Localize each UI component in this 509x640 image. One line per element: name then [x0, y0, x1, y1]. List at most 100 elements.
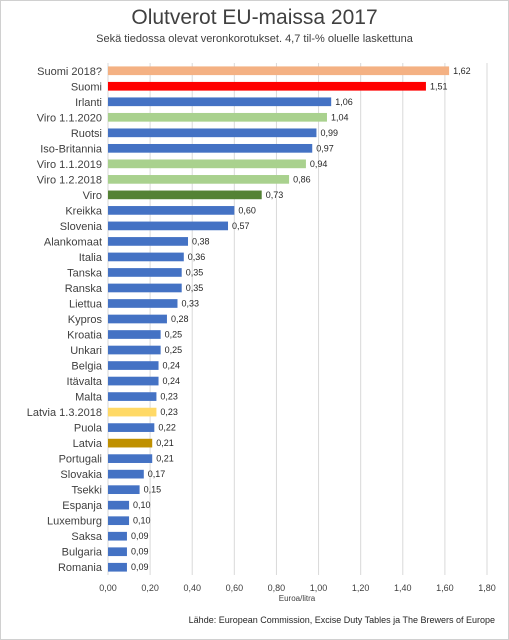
category-label: Kreikka [65, 205, 103, 217]
category-labels: Suomi 2018? Suomi Irlanti Viro 1.1.2020 Ruot… [27, 66, 103, 574]
category-label: Unkari [70, 345, 102, 357]
category-label: Italia [79, 252, 103, 264]
bar [108, 500, 130, 510]
bar [108, 97, 332, 107]
bar [108, 237, 189, 246]
data-label: 0,73 [266, 190, 284, 200]
x-tick-label: 0,80 [268, 583, 286, 593]
bar [108, 531, 127, 541]
category-label: Viro 1.1.2019 [37, 159, 102, 171]
bar [108, 128, 317, 138]
category-label: Puola [74, 423, 103, 435]
category-label: Ruotsi [71, 128, 102, 140]
data-label: 0,09 [131, 547, 149, 557]
bar [108, 438, 153, 448]
data-label: 1,04 [331, 112, 349, 122]
bar [108, 314, 167, 324]
category-label: Portugali [59, 454, 102, 466]
x-tick-label: 1,00 [310, 583, 328, 593]
data-label: 0,24 [163, 361, 181, 371]
data-label: 0,23 [160, 407, 178, 417]
bars [108, 66, 450, 572]
bar [108, 454, 153, 463]
bar [108, 299, 178, 308]
data-label: 0,09 [131, 562, 149, 572]
bar [108, 159, 306, 169]
bar [108, 112, 327, 122]
x-tick-labels: 0,00 0,20 0,40 0,60 0,80 1,00 1,20 1,40 1,60 1,80 [99, 583, 496, 593]
data-label: 0,09 [131, 531, 149, 541]
x-tick-label: 1,20 [352, 583, 370, 593]
x-tick-label: 0,00 [99, 583, 117, 593]
category-label: Bulgaria [62, 547, 103, 559]
data-label: 0,22 [158, 423, 176, 433]
category-label: Liettua [69, 298, 103, 310]
bar [108, 376, 159, 386]
data-label: 1,51 [430, 81, 448, 91]
category-label: Irlanti [75, 97, 102, 109]
category-label: Iso-Britannia [40, 143, 103, 155]
x-tick-label: 0,40 [183, 583, 201, 593]
source-note: Lähde: European Commission, Excise Duty … [188, 615, 495, 625]
data-label: 0,38 [192, 236, 210, 246]
bar [108, 392, 157, 401]
value-labels: 1,62 1,51 1,06 1,04 0,99 0,97 0,94 0,86 0,73 0,60… [131, 66, 471, 572]
category-label: Belgia [71, 361, 102, 373]
data-label: 0,35 [186, 283, 204, 293]
category-label: Slovakia [60, 469, 102, 481]
bar [108, 221, 229, 231]
data-label: 0,15 [144, 485, 162, 495]
category-label: Tanska [67, 267, 103, 279]
data-label: 0,10 [133, 500, 151, 510]
category-label: Ranska [65, 283, 103, 295]
category-label: Saksa [71, 531, 102, 543]
data-label: 0,21 [156, 454, 174, 464]
bar [108, 469, 144, 479]
bar [108, 268, 182, 277]
bar [108, 283, 182, 293]
category-label: Tsekki [71, 485, 102, 497]
data-label: 0,23 [160, 392, 178, 402]
data-label: 0,33 [181, 298, 199, 308]
chart-title: Olutverot EU-maissa 2017 [131, 6, 378, 29]
bar [108, 423, 155, 432]
bar [108, 485, 140, 495]
x-tick-label: 1,60 [436, 583, 454, 593]
category-label: Suomi [71, 81, 102, 93]
category-label: Romania [58, 562, 103, 574]
data-label: 1,06 [335, 97, 353, 107]
data-label: 0,35 [186, 267, 204, 277]
bar [108, 361, 159, 370]
category-label: Viro [83, 190, 102, 202]
data-label: 0,28 [171, 314, 189, 324]
data-label: 0,36 [188, 252, 206, 262]
category-label: Latvia [73, 438, 103, 450]
category-label: Itävalta [67, 376, 103, 388]
data-label: 0,10 [133, 516, 151, 526]
data-label: 0,86 [293, 174, 311, 184]
category-label: Slovenia [60, 221, 103, 233]
bar [108, 252, 184, 262]
category-label: Latvia 1.3.2018 [27, 407, 102, 419]
category-label: Malta [75, 392, 103, 404]
data-label: 0,21 [156, 438, 174, 448]
data-label: 0,17 [148, 469, 166, 479]
bar [108, 143, 313, 153]
bar [108, 66, 450, 76]
bar [108, 516, 130, 526]
data-label: 0,25 [165, 345, 183, 355]
x-axis-label: Euroa/litra [279, 594, 316, 603]
bar [108, 407, 157, 417]
chart-subtitle: Sekä tiedossa olevat veronkorotukset. 4,… [96, 33, 413, 45]
bar [108, 345, 161, 355]
bar [108, 562, 127, 572]
data-label: 1,62 [453, 66, 471, 76]
x-tick-label: 1,80 [478, 583, 496, 593]
x-tick-label: 0,60 [226, 583, 244, 593]
x-tick-label: 1,40 [394, 583, 412, 593]
data-label: 0,97 [316, 143, 334, 153]
category-label: Alankomaat [44, 236, 102, 248]
category-label: Viro 1.2.2018 [37, 174, 102, 186]
